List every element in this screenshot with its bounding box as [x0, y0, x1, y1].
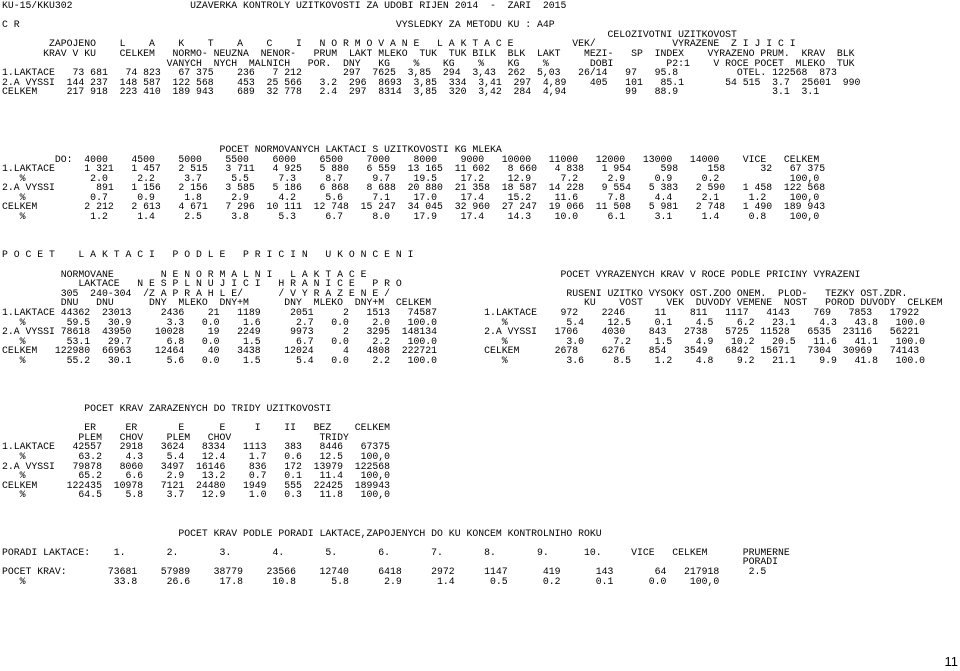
report-line: CELKEM 122980 66963 12464 40 3438 12024 …: [2, 345, 920, 357]
report-line: % 65.2 6.6 2.9 13.2 0.7 0.1 11.4 100,0: [2, 470, 391, 482]
report-line: DNU DNU DNY MLEKO DNY+M DNY MLEKO DNY+M …: [2, 297, 943, 309]
report-line: VANYCH NYCH MALNICH POR. DNY KG % KG % K…: [2, 57, 855, 69]
report-line: % 63.2 4.3 5.4 12.4 1.7 0.6 12.5 100,0: [2, 450, 391, 462]
report-line: ZAPOJENO L A K T A C I N O R M O V A N E…: [2, 38, 796, 50]
report-line: % 53.1 29.7 6.8 0.0 1.5 6.7 0.0 2.2 100.…: [2, 335, 926, 347]
report-line: [2, 366, 958, 376]
page-number: 11: [944, 654, 959, 669]
report-line: [2, 116, 958, 126]
report-line: CELKEM 2 212 2 613 4 671 7 296 10 111 12…: [2, 201, 826, 213]
report-line: ER ER E E I II BEZ CELKEM: [2, 422, 391, 434]
report-line: CELKEM 217 918 223 410 189 943 689 32 77…: [2, 86, 820, 98]
report-line: 1.LAKTACE 73 681 74 823 67 375 236 7 212…: [2, 67, 837, 79]
report-line: [2, 509, 958, 519]
report-line: % 0.7 0.9 1.8 2.9 4.2 5.6 7.1 17.0 17.4 …: [2, 191, 820, 203]
report-line: 1.LAKTACE 1 321 1 457 2 515 3 711 4 925 …: [2, 163, 826, 175]
report-line: POCET KRAV: 73681 57989 38779 23566 1274…: [2, 566, 767, 578]
report-line: % 2.0 2.2 3.7 5.5 7.3 8.7 9.7 19.5 17.2 …: [2, 172, 820, 184]
report-line: 2.A VYSSI 79878 8060 3497 16146 836 172 …: [2, 460, 391, 472]
report-line: 2.A VYSSI 891 1 156 2 156 3 585 5 186 6 …: [2, 182, 826, 194]
report-line: CELKEM 122435 10978 7121 24480 1949 555 …: [2, 479, 391, 491]
report-line: [2, 385, 958, 395]
report-line: [2, 126, 958, 136]
report-line: PLEM CHOV PLEM CHOV TRIDY: [2, 431, 349, 443]
report-line: 1.LAKTACE 42557 2918 3624 8334 1113 383 …: [2, 441, 391, 453]
report-line: [2, 231, 958, 241]
report-line: [2, 375, 958, 385]
report-line: 2.A VYSSI 144 237 148 587 122 568 453 25…: [2, 76, 861, 88]
report-line: NORMOVANE N E N O R M A L N I L A K T A …: [2, 268, 861, 280]
report-line: % 55.2 30.1 5.6 0.0 1.5 5.4 0.0 2.2 100.…: [2, 354, 926, 366]
report-line: CELOZIVOTNI UZITKOVOST: [2, 28, 737, 40]
report-line: KU-15/KKU302 UZAVERKA KONTROLY UZITKOVOS…: [2, 1, 567, 11]
report-line: % 33.8 26.6 17.8 10.8 5.8 2.9 1.4 0.5 0.…: [2, 575, 720, 587]
report-line: [2, 97, 958, 107]
report-line: POCET KRAV PODLE PORADI LAKTACE,ZAPOJENY…: [2, 527, 602, 539]
report-line: PORADI: [2, 556, 779, 568]
report-line: 1.LAKTACE 44362 23013 2436 21 1189 2051 …: [2, 307, 920, 318]
report-line: KRAV V KU CELKEM NORMO- NEUZNA NENOR- PR…: [2, 47, 855, 59]
report-line: [2, 500, 958, 510]
report-line: [2, 222, 958, 232]
report-line: P O C E T L A K T A C I P O D L E P R I …: [2, 249, 414, 261]
report-line: 2.A VYSSI 78618 43950 10028 19 2249 9973…: [2, 326, 920, 338]
report-line: POCET KRAV ZARAZENYCH DO TRIDY UZITKOVOS…: [2, 402, 332, 414]
report-line: C R VYSLEDKY ZA METODU KU : A4P: [2, 19, 555, 31]
report-line: % 1.2 1.4 2.5 3.8 5.3 6.7 8.0 17.9 17.4 …: [2, 211, 820, 223]
report-line: [2, 107, 958, 117]
report-line: POCET NORMOVANYCH LAKTACI S UZITKOVOSTI …: [2, 143, 502, 155]
report-line: % 64.5 5.8 3.7 12.9 1.0 0.3 11.8 100,0: [2, 489, 391, 501]
report-line: % 59.5 30.9 3.3 0.0 1.6 2.7 0.0 2.0 100.…: [2, 316, 926, 328]
report-line: LAKTACE N E S P L N U J I C I H R A N I …: [2, 278, 402, 290]
report-line: PORADI LAKTACE: 1. 2. 3. 4. 5. 6. 7. 8. …: [2, 546, 790, 558]
report-line: DO: 4000 4500 5000 5500 6000 6500 7000 8…: [2, 153, 820, 165]
report-line: 305 240-304 /Z A P R A H L E/ / V Y R A …: [2, 287, 908, 299]
